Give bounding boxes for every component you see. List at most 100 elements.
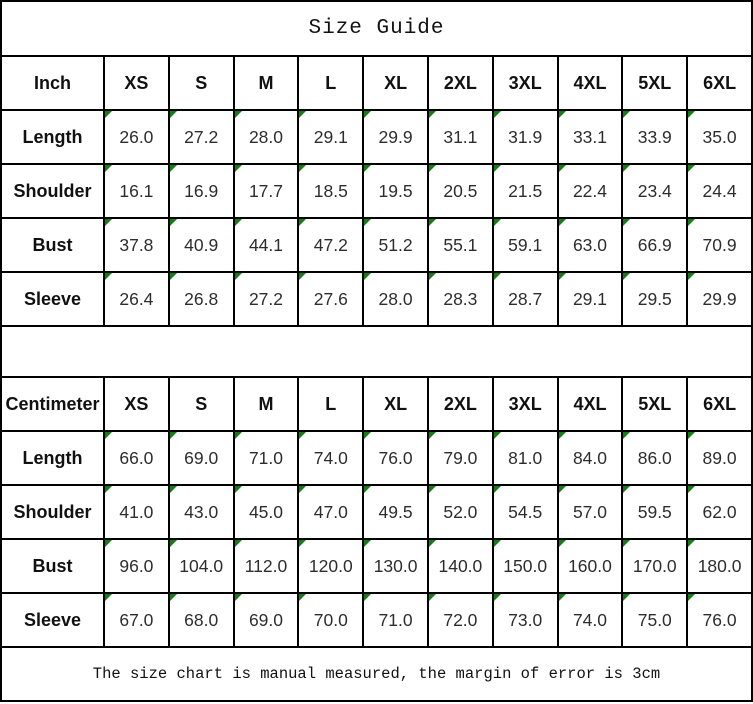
cell-corner-flag-icon xyxy=(105,540,112,547)
cell-corner-flag-icon xyxy=(623,432,631,439)
size-value-cell: 51.2 xyxy=(362,217,429,273)
cell-corner-flag-icon xyxy=(493,219,501,226)
size-value-cell: 130.0 xyxy=(362,538,429,594)
size-header-row: Inch XS S M L XL 2XL 3XL 4XL 5XL 6XL xyxy=(0,55,753,111)
cell-corner-flag-icon xyxy=(493,594,501,601)
size-value-cell: 160.0 xyxy=(556,538,624,594)
cell-corner-flag-icon xyxy=(105,273,112,280)
cell-corner-flag-icon xyxy=(558,540,566,547)
size-value-cell: 66.9 xyxy=(621,217,689,273)
size-value-cell: 29.1 xyxy=(556,271,624,327)
size-value-cell: 44.1 xyxy=(232,217,300,273)
size-value-cell: 28.0 xyxy=(362,271,429,327)
size-value-cell: 59.1 xyxy=(491,217,559,273)
cell-corner-flag-icon xyxy=(688,219,696,226)
size-column-header: 3XL xyxy=(491,55,559,111)
cell-corner-flag-icon xyxy=(493,540,501,547)
size-value-cell: 79.0 xyxy=(426,430,494,486)
cell-corner-flag-icon xyxy=(234,540,242,547)
cell-corner-flag-icon xyxy=(493,111,501,118)
size-value-cell: 70.0 xyxy=(297,592,365,648)
size-value-cell: 23.4 xyxy=(621,163,689,219)
size-value-cell: 19.5 xyxy=(362,163,429,219)
table-row: Shoulder 16.1 16.9 17.7 18.5 19.5 20.5 21.5 22.4… xyxy=(0,163,753,219)
size-column-header: 4XL xyxy=(556,55,624,111)
cell-corner-flag-icon xyxy=(428,594,436,601)
size-value-cell: 71.0 xyxy=(232,430,300,486)
cell-corner-flag-icon xyxy=(234,432,242,439)
size-value-cell: 27.2 xyxy=(232,271,300,327)
cell-corner-flag-icon xyxy=(169,111,177,118)
size-value-cell: 29.9 xyxy=(686,271,753,327)
size-value-cell: 69.0 xyxy=(167,430,235,486)
cell-corner-flag-icon xyxy=(428,273,436,280)
cell-corner-flag-icon xyxy=(105,432,112,439)
size-column-header: XS xyxy=(103,376,170,432)
table-row: Bust 37.8 40.9 44.1 47.2 51.2 55.1 59.1 63.0 66.9… xyxy=(0,217,753,273)
size-value-cell: 70.9 xyxy=(686,217,753,273)
cell-corner-flag-icon xyxy=(364,111,372,118)
cell-corner-flag-icon xyxy=(169,219,177,226)
size-value-cell: 63.0 xyxy=(556,217,624,273)
cell-corner-flag-icon xyxy=(428,540,436,547)
size-column-header: 3XL xyxy=(491,376,559,432)
cell-corner-flag-icon xyxy=(364,219,372,226)
row-label: Sleeve xyxy=(0,271,105,327)
table-row: Sleeve 26.4 26.8 27.2 27.6 28.0 28.3 28.7 29.1 29… xyxy=(0,271,753,327)
cell-corner-flag-icon xyxy=(169,594,177,601)
cell-corner-flag-icon xyxy=(493,432,501,439)
row-label: Bust xyxy=(0,538,105,594)
row-label: Length xyxy=(0,430,105,486)
cell-corner-flag-icon xyxy=(493,486,501,493)
cell-corner-flag-icon xyxy=(688,486,696,493)
size-column-header: 5XL xyxy=(621,376,689,432)
size-value-cell: 29.1 xyxy=(297,109,365,165)
size-value-cell: 74.0 xyxy=(297,430,365,486)
size-value-cell: 31.9 xyxy=(491,109,559,165)
size-value-cell: 47.0 xyxy=(297,484,365,540)
cell-corner-flag-icon xyxy=(623,594,631,601)
size-value-cell: 45.0 xyxy=(232,484,300,540)
size-value-cell: 112.0 xyxy=(232,538,300,594)
cell-corner-flag-icon xyxy=(169,486,177,493)
size-table-inch: Inch XS S M L XL 2XL 3XL 4XL 5XL 6XL Length 26.0 27.2… xyxy=(0,55,753,327)
cell-corner-flag-icon xyxy=(299,486,307,493)
footer-note: The size chart is manual measured, the m… xyxy=(0,646,753,702)
table-row: Length 66.0 69.0 71.0 74.0 76.0 79.0 81.0 84.0 86… xyxy=(0,430,753,486)
unit-header-cell: Centimeter xyxy=(0,376,105,432)
cell-corner-flag-icon xyxy=(558,432,566,439)
cell-corner-flag-icon xyxy=(623,486,631,493)
size-value-cell: 96.0 xyxy=(103,538,170,594)
cell-corner-flag-icon xyxy=(364,594,372,601)
size-value-cell: 37.8 xyxy=(103,217,170,273)
size-value-cell: 180.0 xyxy=(686,538,753,594)
cell-corner-flag-icon xyxy=(623,111,631,118)
size-header-row: Centimeter XS S M L XL 2XL 3XL 4XL 5XL 6XL xyxy=(0,376,753,432)
size-value-cell: 40.9 xyxy=(167,217,235,273)
size-value-cell: 16.1 xyxy=(103,163,170,219)
cell-corner-flag-icon xyxy=(234,594,242,601)
size-value-cell: 47.2 xyxy=(297,217,365,273)
cell-corner-flag-icon xyxy=(234,273,242,280)
cell-corner-flag-icon xyxy=(169,540,177,547)
size-value-cell: 26.8 xyxy=(167,271,235,327)
size-value-cell: 72.0 xyxy=(426,592,494,648)
size-value-cell: 28.3 xyxy=(426,271,494,327)
size-value-cell: 41.0 xyxy=(103,484,170,540)
cell-corner-flag-icon xyxy=(364,165,372,172)
size-value-cell: 49.5 xyxy=(362,484,429,540)
cell-corner-flag-icon xyxy=(105,111,112,118)
size-column-header: XL xyxy=(362,55,429,111)
cell-corner-flag-icon xyxy=(105,486,112,493)
size-value-cell: 29.5 xyxy=(621,271,689,327)
size-value-cell: 73.0 xyxy=(491,592,559,648)
size-value-cell: 68.0 xyxy=(167,592,235,648)
size-value-cell: 31.1 xyxy=(426,109,494,165)
cell-corner-flag-icon xyxy=(558,486,566,493)
cell-corner-flag-icon xyxy=(428,432,436,439)
size-value-cell: 66.0 xyxy=(103,430,170,486)
cell-corner-flag-icon xyxy=(169,165,177,172)
cell-corner-flag-icon xyxy=(364,273,372,280)
cell-corner-flag-icon xyxy=(299,111,307,118)
